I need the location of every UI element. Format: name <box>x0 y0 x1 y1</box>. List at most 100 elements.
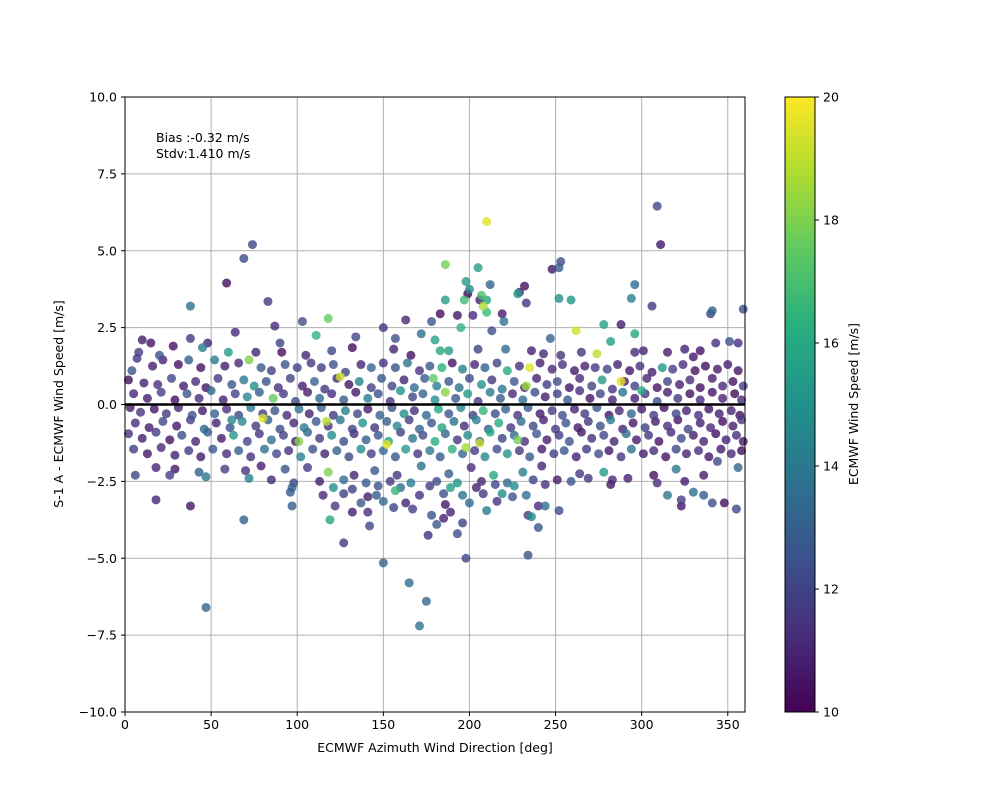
scatter-point <box>229 430 238 440</box>
scatter-point <box>526 346 536 356</box>
scatter-point <box>485 387 495 397</box>
scatter-point <box>676 495 686 505</box>
scatter-point <box>726 406 736 416</box>
scatter-point <box>489 470 499 480</box>
scatter-point <box>149 404 159 414</box>
scatter-point <box>421 596 431 606</box>
scatter-point <box>244 473 254 483</box>
scatter-point <box>699 470 709 480</box>
scatter-point <box>566 476 576 486</box>
scatter-point <box>654 436 664 446</box>
scatter-point <box>339 436 349 446</box>
scatter-point <box>210 355 220 365</box>
scatter-point <box>630 329 640 339</box>
scatter-point <box>699 436 709 446</box>
scatter-point <box>594 449 604 459</box>
scatter-point <box>220 464 230 474</box>
scatter-point <box>366 449 376 459</box>
scatter-point <box>452 478 462 488</box>
scatter-point <box>638 346 648 356</box>
scatter-point <box>737 415 747 425</box>
scatter-point <box>699 490 709 500</box>
scatter-point <box>599 430 609 440</box>
scatter-point <box>695 395 705 405</box>
colorbar-tick-label: 18 <box>823 213 839 228</box>
y-tick-label: 7.5 <box>97 166 117 181</box>
annotation-bias: Bias :-0.32 m/s <box>156 130 250 145</box>
scatter-point <box>356 360 366 370</box>
scatter-point <box>165 435 175 445</box>
scatter-point <box>630 280 640 290</box>
scatter-point <box>526 512 536 522</box>
scatter-point <box>718 416 728 426</box>
scatter-point <box>616 452 626 462</box>
scatter-point <box>737 446 747 456</box>
scatter-point <box>606 415 616 425</box>
scatter-point <box>602 364 612 374</box>
y-tick-label: −5.0 <box>87 551 117 566</box>
scatter-point <box>373 481 383 491</box>
scatter-point <box>595 389 605 399</box>
scatter-point <box>451 393 461 403</box>
scatter-point <box>363 393 373 403</box>
scatter-point <box>587 381 597 391</box>
scatter-point <box>625 366 635 376</box>
scatter-point <box>432 381 442 391</box>
scatter-point <box>576 347 586 357</box>
scatter-point <box>537 444 547 454</box>
scatter-point <box>316 363 326 373</box>
scatter-point <box>444 469 454 479</box>
scatter-point <box>695 418 705 428</box>
scatter-point <box>695 383 705 393</box>
colorbar-tick-label: 20 <box>823 90 839 105</box>
scatter-point <box>356 498 366 508</box>
scatter-point <box>199 424 209 434</box>
scatter-point <box>480 452 490 462</box>
scatter-point <box>661 452 671 462</box>
scatter-point <box>282 410 292 420</box>
scatter-point <box>308 444 318 454</box>
scatter-point <box>540 501 550 511</box>
scatter-point <box>363 404 373 414</box>
scatter-point <box>270 321 280 331</box>
scatter-point <box>718 381 728 391</box>
scatter-point <box>244 355 254 365</box>
scatter-point <box>704 452 714 462</box>
scatter-point <box>185 301 195 311</box>
scatter-point <box>408 392 418 402</box>
scatter-point <box>681 406 691 416</box>
scatter-point <box>390 452 400 462</box>
scatter-point <box>556 350 566 360</box>
scatter-point <box>378 323 388 333</box>
scatter-point <box>239 375 249 385</box>
scatter-point <box>700 361 710 371</box>
scatter-point <box>428 373 438 383</box>
scatter-point <box>731 504 741 514</box>
scatter-point <box>335 372 345 382</box>
scatter-point <box>268 393 278 403</box>
scatter-point <box>554 430 564 440</box>
scatter-point <box>690 366 700 376</box>
scatter-point <box>473 263 483 273</box>
scatter-point <box>328 360 338 370</box>
scatter-point <box>497 309 507 319</box>
scatter-point <box>406 350 416 360</box>
scatter-point <box>480 363 490 373</box>
scatter-point <box>508 492 517 502</box>
scatter-point <box>539 415 548 425</box>
scatter-point <box>339 395 349 405</box>
scatter-point <box>575 386 585 396</box>
scatter-point <box>211 418 221 428</box>
scatter-point <box>516 416 526 426</box>
scatter-point <box>458 490 468 500</box>
scatter-point <box>139 378 149 388</box>
scatter-point <box>309 376 319 386</box>
scatter-point <box>656 240 666 250</box>
scatter-point <box>478 406 488 416</box>
scatter-point <box>170 450 180 460</box>
scatter-point <box>707 306 717 316</box>
scatter-point <box>356 444 366 454</box>
scatter-point <box>408 433 418 443</box>
scatter-point <box>583 473 593 483</box>
scatter-point <box>719 498 729 508</box>
